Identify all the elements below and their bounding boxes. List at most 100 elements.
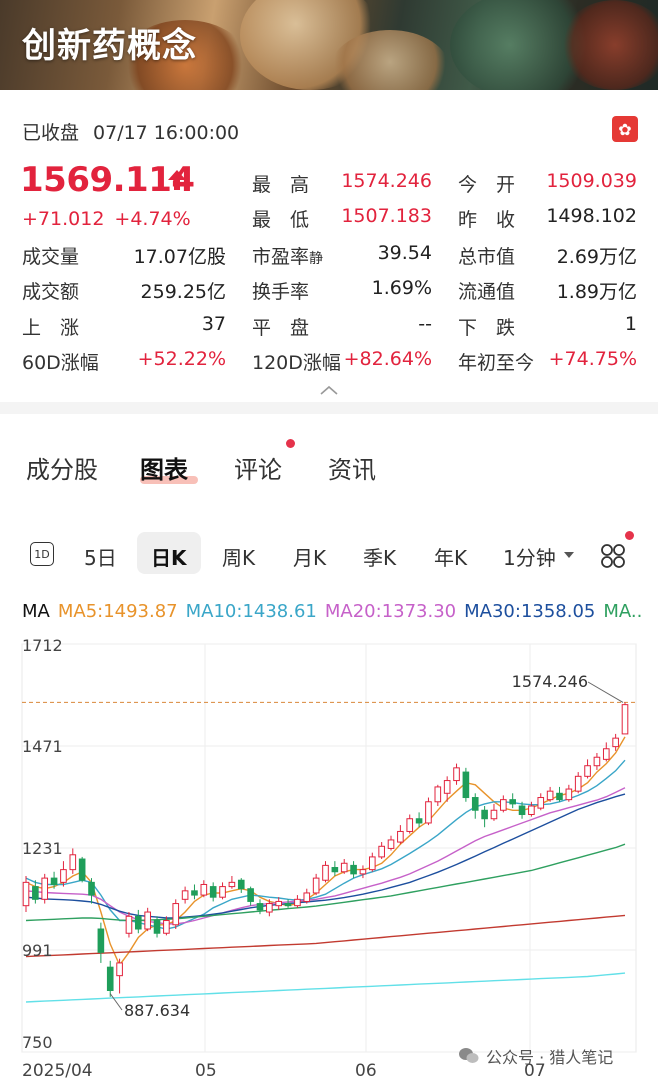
period-quarterly-k[interactable]: 季K <box>363 546 397 570</box>
candle-body-down <box>518 805 526 815</box>
candle-body-down <box>209 886 217 898</box>
candle-body-up <box>163 920 170 934</box>
grid-menu-icon[interactable] <box>600 543 626 569</box>
stat-ytd-label: 年初至今 <box>458 352 535 374</box>
candle-body-down <box>509 799 516 805</box>
candle-body-up <box>584 765 591 777</box>
ma-line-ma20 <box>25 787 626 925</box>
period-monthly-k[interactable]: 月K <box>293 546 327 570</box>
stat-volume-label: 成交量 <box>22 246 80 268</box>
candle-body-up <box>397 830 404 843</box>
candle-body-down <box>556 792 563 801</box>
candle-body-down <box>247 888 254 902</box>
candle-body-up <box>41 877 49 900</box>
status-datetime: 07/17 16:00:00 <box>93 122 240 144</box>
candle-body-up <box>340 862 348 873</box>
ma-line-ma120 <box>25 914 626 958</box>
comments-badge-dot <box>286 439 295 448</box>
candle-body-up <box>200 883 208 896</box>
period-daily-k[interactable]: 日K <box>151 546 187 570</box>
candle-body-up <box>490 809 498 820</box>
change-amount: +71.012 <box>22 208 105 230</box>
candle-body-down <box>97 928 105 953</box>
ma-item-5: MA5:1493.87 <box>57 601 178 622</box>
stat-flat-value: -- <box>418 313 432 335</box>
current-price: 1569.114 <box>20 160 195 200</box>
candle-body-up <box>144 911 151 930</box>
candle-body-up <box>425 801 432 824</box>
candle-body-down <box>256 903 264 911</box>
wechat-icon <box>459 1048 479 1063</box>
candle-body-up <box>294 898 301 907</box>
period-5d[interactable]: 5日 <box>84 546 117 570</box>
stat-marketcap-value: 2.69万亿 <box>556 246 637 268</box>
stat-amount-label: 成交额 <box>22 281 80 303</box>
stat-flat-label: 平 盘 <box>252 317 310 339</box>
stat-turnover-label: 换手率 <box>252 281 310 303</box>
low-annotation-label: 887.634 <box>124 1001 190 1020</box>
active-tab-underline <box>140 476 198 484</box>
candle-body-up <box>22 881 30 907</box>
stat-60d-label: 60D涨幅 <box>22 352 99 374</box>
kline-chart[interactable]: 1574.246 887.634 1712 1471 1231 991 750 2025/0… <box>0 630 658 1080</box>
caret-down-icon[interactable] <box>563 551 575 559</box>
period-weekly-k[interactable]: 周K <box>222 546 256 570</box>
ma-item-10: MA10:1438.61 <box>185 601 317 622</box>
stat-60d-value: +52.22% <box>137 348 226 370</box>
candle-body-up <box>303 892 311 902</box>
period-yearly-k[interactable]: 年K <box>434 546 468 570</box>
high-annotation-label: 1574.246 <box>512 672 588 691</box>
collapse-chevron-icon[interactable] <box>318 384 340 396</box>
candle-body-down <box>50 877 58 885</box>
ma-line-ma250 <box>25 972 626 1003</box>
stat-prevclose-value: 1498.102 <box>546 205 637 227</box>
candle-body-up <box>125 915 133 934</box>
y-tick-label: 991 <box>22 941 53 960</box>
tab-constituents[interactable]: 成分股 <box>26 456 98 484</box>
candle-body-down <box>471 797 479 811</box>
stat-low-label: 最 低 <box>252 209 310 231</box>
candle-body-down <box>191 890 198 896</box>
market-status: 已收盘 07/17 16:00:00 <box>22 118 239 145</box>
stat-high-label: 最 高 <box>252 174 310 196</box>
arrow-up-icon <box>168 170 186 190</box>
candle-body-down <box>331 867 339 873</box>
candle-body-up <box>69 854 77 871</box>
ma-line-ma30 <box>25 793 626 919</box>
candle-body-up <box>266 903 273 913</box>
ma-legend: MA MA5:1493.87 MA10:1438.61 MA20:1373.30 MA3… <box>22 601 642 622</box>
grid-badge-dot <box>625 531 634 540</box>
hk-flag-icon[interactable]: ✿ <box>612 116 638 142</box>
stat-up-value: 37 <box>201 313 226 335</box>
period-minute-dropdown[interactable]: 1分钟 <box>503 546 556 570</box>
candle-body-up <box>574 775 582 792</box>
candle-body-up <box>621 704 629 735</box>
tab-news[interactable]: 资讯 <box>328 456 376 484</box>
tab-chart[interactable]: 图表 <box>140 456 188 484</box>
status-state: 已收盘 <box>22 122 80 144</box>
stat-volume-value: 17.07亿股 <box>133 246 226 268</box>
stat-120d-label: 120D涨幅 <box>252 352 341 374</box>
daily-toggle-icon[interactable]: 1D <box>30 542 54 566</box>
candle-body-down <box>237 879 245 890</box>
tab-comments[interactable]: 评论 <box>234 456 282 484</box>
stat-high-value: 1574.246 <box>341 170 432 192</box>
candle-body-up <box>322 864 329 881</box>
stat-amount-value: 259.25亿 <box>140 281 226 303</box>
candle-body-up <box>453 767 460 782</box>
y-tick-label: 1712 <box>22 636 63 655</box>
candle-body-up <box>546 790 554 801</box>
candle-body-up <box>368 856 376 871</box>
candle-body-up <box>406 818 414 832</box>
candle-body-up <box>228 881 236 888</box>
stat-open-value: 1509.039 <box>546 170 637 192</box>
candle-body-down <box>350 864 357 875</box>
candle-body-up <box>612 737 619 748</box>
candle-body-down <box>462 771 470 799</box>
candle-body-down <box>415 818 423 824</box>
price-change: +71.012 +4.74% <box>22 208 191 230</box>
stat-down-value: 1 <box>624 313 637 335</box>
page-title: 创新药概念 <box>22 26 197 66</box>
candle-body-up <box>602 748 610 760</box>
stat-prevclose-label: 昨 收 <box>458 209 516 231</box>
